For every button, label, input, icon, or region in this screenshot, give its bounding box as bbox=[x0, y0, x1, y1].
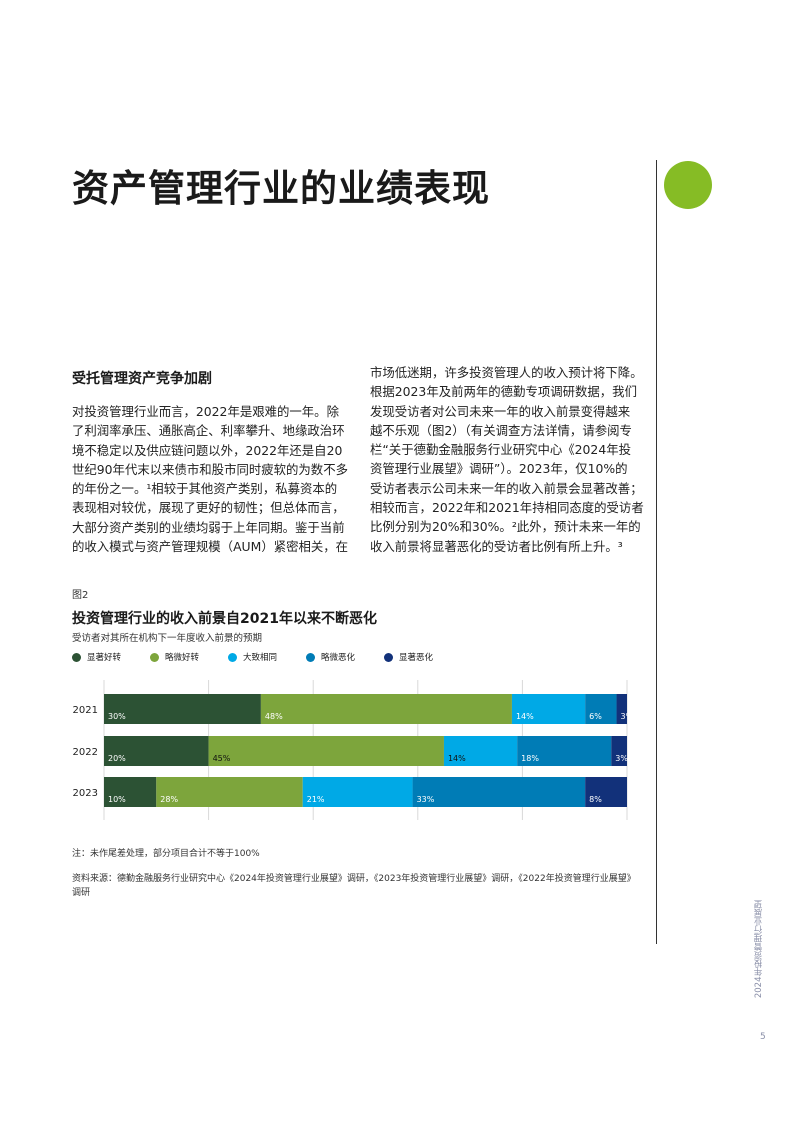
bar-segment bbox=[412, 777, 586, 807]
legend-swatch bbox=[306, 652, 315, 662]
source-text: 资料来源：德勤金融服务行业研究中心《2024年投资管理行业展望》调研，《2023… bbox=[72, 874, 632, 898]
text-line: 收入前景将显著恶化的受访者比例有所上升。³ bbox=[370, 538, 623, 554]
chart-note: 注：未作尾差处理，部分项目合计不等于100% bbox=[72, 849, 260, 859]
legend-item: 大致相同 bbox=[228, 651, 306, 663]
data-label: 14% bbox=[448, 754, 466, 763]
text-line: 市场低迷期，许多投资管理人的收入预计将下降。 bbox=[370, 365, 643, 380]
bar-segment bbox=[616, 694, 627, 724]
body-text-right: 市场低迷期，许多投资管理人的收入预计将下降。 根据2023年及前两年的德勤专项调研… bbox=[370, 363, 656, 556]
bar-segment bbox=[585, 777, 627, 807]
legend-item: 略微恶化 bbox=[306, 651, 384, 663]
data-label: 14% bbox=[516, 712, 534, 721]
text-line: 境不稳定以及供应链问题以外，2022年还是自20 bbox=[72, 442, 343, 458]
text-line: 资管理行业展望》调研”）。2023年，仅10%的 bbox=[370, 461, 628, 477]
legend-label: 略微恶化 bbox=[321, 653, 356, 663]
legend-label: 显著恶化 bbox=[399, 653, 434, 663]
bar-segment bbox=[302, 777, 413, 807]
legend-swatch bbox=[150, 652, 159, 662]
bar-segment bbox=[611, 736, 627, 766]
text-line: 受访者表示公司未来一年的收入前景会显著改善； bbox=[370, 480, 643, 496]
chart-title: 投资管理行业的收入前景自2021年以来不断恶化 bbox=[72, 611, 377, 627]
text-line: 对投资管理行业而言，2022年是艰难的一年。除 bbox=[72, 404, 339, 419]
legend-label: 显著好转 bbox=[87, 653, 122, 663]
data-label: 20% bbox=[108, 754, 126, 763]
data-label: 10% bbox=[108, 795, 126, 804]
bar-segment bbox=[104, 736, 209, 766]
bar-segment bbox=[104, 777, 157, 807]
bar-segment bbox=[260, 694, 512, 724]
text-line: 的收入模式与资产管理规模（AUM）紧密相关，在 bbox=[72, 539, 349, 555]
legend-item: 略微好转 bbox=[150, 651, 228, 663]
divider bbox=[656, 160, 657, 944]
side-running-title: 2024年投资管理行业展望 bbox=[754, 900, 764, 999]
text-line: 表现相对较优，展现了更好的韧性；但总体而言， bbox=[72, 500, 345, 516]
chart-legend: 显著好转 略微好转 大致相同 略微恶化 显著恶化 bbox=[72, 651, 462, 663]
data-label: 45% bbox=[213, 754, 231, 763]
data-label: 3% bbox=[615, 754, 628, 763]
stacked-bar-chart: 2021 30% 48% 14% 6% 3% 2022 20% 45% 14% 18% 3% 2023 1… bbox=[73, 680, 634, 820]
text-line: 大部分资产类别的业绩均弱于上年同期。鉴于当前 bbox=[72, 519, 345, 535]
text-line: 相较而言，2022年和2021年持相同态度的受访者 bbox=[370, 500, 644, 516]
page-title: 资产管理行业的业绩表现 bbox=[72, 167, 490, 210]
page-number: 5 bbox=[760, 1032, 766, 1042]
figure-label: 图2 bbox=[72, 590, 89, 601]
bar-segment bbox=[443, 736, 518, 766]
bar-segment bbox=[511, 694, 586, 724]
bar-segment bbox=[156, 777, 303, 807]
legend-item: 显著好转 bbox=[72, 651, 150, 663]
text-line: 栏“关于德勤金融服务行业研究中心《2024年投 bbox=[370, 442, 631, 458]
body-text-left: 对投资管理行业而言，2022年是艰难的一年。除 了利润率承压、通胀高企、利率攀升、… bbox=[72, 402, 358, 556]
legend-swatch bbox=[384, 652, 393, 662]
legend-label: 大致相同 bbox=[243, 653, 278, 663]
category-label: 2021 bbox=[73, 705, 98, 716]
legend-item: 显著恶化 bbox=[384, 651, 462, 663]
section-heading: 受托管理资产竞争加剧 bbox=[72, 371, 212, 387]
data-label: 3% bbox=[621, 712, 634, 721]
bar-segment bbox=[517, 736, 612, 766]
data-label: 33% bbox=[417, 795, 435, 804]
data-label: 6% bbox=[589, 712, 602, 721]
data-label: 48% bbox=[265, 712, 283, 721]
text-line: 世纪90年代末以来债市和股市同时疲软的为数不多 bbox=[72, 461, 348, 477]
bar-segment bbox=[585, 694, 617, 724]
text-line: 的年份之一。¹相较于其他资产类别，私募资本的 bbox=[72, 481, 338, 497]
text-line: 越不乐观（图2）（有关调查方法详情，请参阅专 bbox=[370, 422, 632, 438]
chart-subtitle: 受访者对其所在机构下一年度收入前景的预期 bbox=[72, 633, 263, 644]
data-label: 28% bbox=[160, 795, 178, 804]
legend-swatch bbox=[72, 652, 81, 662]
bar-segment bbox=[104, 694, 261, 724]
bar-segment bbox=[208, 736, 444, 766]
legend-label: 略微好转 bbox=[165, 653, 200, 663]
category-label: 2022 bbox=[73, 747, 98, 758]
text-line: 比例分别为20%和30%。²此外，预计未来一年的 bbox=[370, 519, 641, 535]
data-label: 21% bbox=[307, 795, 325, 804]
text-line: 发现受访者对公司未来一年的收入前景变得越来 bbox=[370, 403, 631, 419]
brand-dot bbox=[664, 161, 712, 209]
text-line: 根据2023年及前两年的德勤专项调研数据，我们 bbox=[370, 384, 637, 400]
data-label: 18% bbox=[521, 754, 539, 763]
legend-swatch bbox=[228, 652, 237, 662]
data-label: 8% bbox=[589, 795, 602, 804]
data-label: 30% bbox=[108, 712, 126, 721]
text-line: 了利润率承压、通胀高企、利率攀升、地缘政治环 bbox=[72, 423, 345, 439]
category-label: 2023 bbox=[73, 788, 98, 799]
